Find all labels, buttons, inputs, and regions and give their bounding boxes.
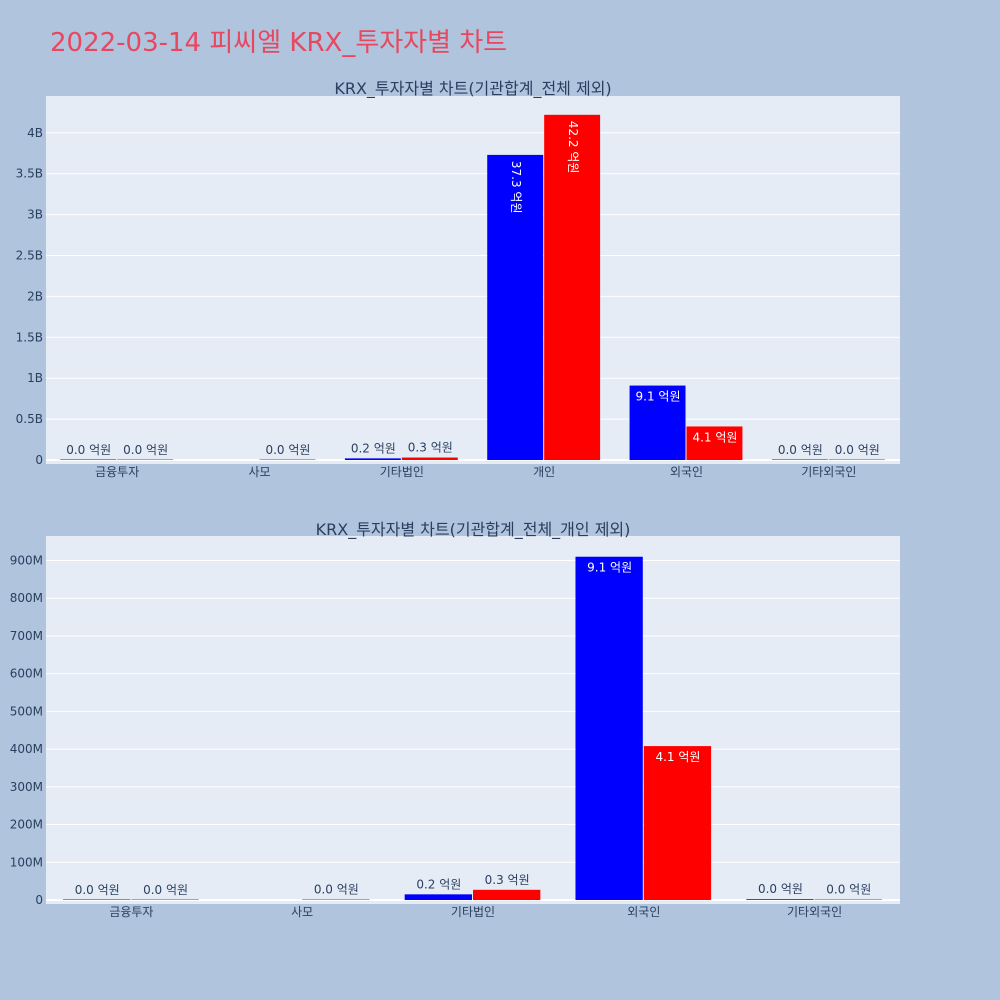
bar [828,459,885,460]
chart-title: KRX_투자자별 차트(기관합계_전체_개인 제외) [316,520,631,540]
x-tick-label: 기타외국인 [801,465,856,479]
x-tick-label: 금융투자 [109,905,153,919]
y-tick-label: 0 [35,893,43,907]
y-tick-label: 3.5B [16,167,43,181]
data-label: 0.0 억원 [826,883,871,897]
bar [404,894,472,900]
y-tick-label: 400M [10,742,43,756]
bar [259,459,316,460]
bar [131,899,199,900]
y-tick-label: 700M [10,629,43,643]
bar-chart-1: KRX_투자자별 차트(기관합계_전체 제외) 0.0 억원 0.0 억원 0.0 … [16,79,900,479]
data-label: 0.0 억원 [75,883,120,897]
chart-title: KRX_투자자별 차트(기관합계_전체 제외) [334,79,611,99]
x-tick-label: 개인 [533,465,555,479]
x-tick-label: 기타외국인 [787,905,842,919]
y-tick-label: 100M [10,855,43,869]
y-tick-label: 3B [27,208,43,222]
data-label: 9.1 억원 [587,561,632,575]
bar [60,459,117,460]
data-label: 0.0 억원 [835,443,880,457]
data-label: 0.0 억원 [265,443,310,457]
y-tick-label: 1.5B [16,330,43,344]
y-tick-label: 4B [27,126,43,140]
data-label: 4.1 억원 [655,750,700,764]
bar [746,899,814,900]
data-label: 0.0 억원 [66,443,111,457]
bar [544,114,601,461]
bar [473,889,541,900]
bar [63,899,131,900]
page-title: 2022-03-14 피씨엘 KRX_투자자별 차트 [50,28,508,58]
data-label: 0.0 억원 [143,883,188,897]
y-tick-label: 600M [10,667,43,681]
bar [575,556,643,900]
data-label: 4.1 억원 [692,430,737,444]
data-label: 0.2 억원 [351,441,396,455]
x-tick-label: 기타법인 [451,905,495,919]
x-tick-label: 사모 [291,905,313,919]
x-tick-label: 외국인 [627,905,660,919]
bar [643,746,712,900]
x-tick-label: 금융투자 [95,465,139,479]
plot-area [46,96,900,464]
data-label: 0.2 억원 [416,877,461,891]
y-tick-label: 800M [10,591,43,605]
bar [771,459,828,460]
x-tick-label: 기타법인 [380,465,424,479]
y-tick-label: 1B [27,371,43,385]
bar [401,457,458,460]
bar [117,459,174,460]
bar [686,426,743,460]
plot-area [46,536,900,904]
bar [814,899,882,900]
data-label: 0.0 억원 [314,883,359,897]
data-label: 37.3 억원 [509,161,523,214]
data-label: 0.0 억원 [758,882,803,896]
y-tick-label: 900M [10,554,43,568]
data-label: 0.0 억원 [778,443,823,457]
bar [344,458,401,460]
data-label: 42.2 억원 [566,121,580,174]
y-tick-label: 500M [10,704,43,718]
data-label: 0.0 억원 [123,443,168,457]
y-tick-label: 2B [27,289,43,303]
y-tick-label: 2.5B [16,249,43,263]
data-label: 9.1 억원 [636,390,681,404]
data-label: 0.3 억원 [408,441,453,455]
bar [487,154,544,460]
y-tick-label: 0.5B [16,412,43,426]
y-tick-label: 0 [35,453,43,467]
x-tick-label: 외국인 [670,465,703,479]
data-label: 0.3 억원 [485,873,530,887]
x-tick-label: 사모 [248,465,270,479]
y-tick-label: 300M [10,780,43,794]
bar-chart-2: KRX_투자자별 차트(기관합계_전체_개인 제외) 0.0 억원 0.0 억원 0… [10,520,900,919]
y-tick-label: 200M [10,818,43,832]
bar [302,899,370,900]
bar [629,385,686,460]
